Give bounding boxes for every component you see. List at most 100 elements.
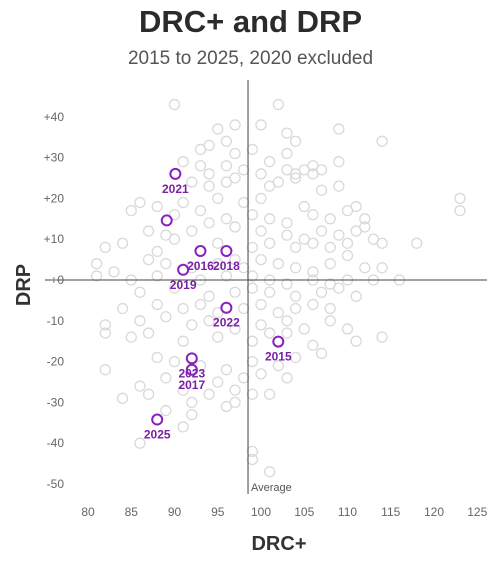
background-point	[177, 196, 189, 209]
background-point	[160, 311, 172, 323]
background-points	[91, 98, 466, 478]
background-point	[324, 258, 336, 270]
background-point	[212, 192, 224, 205]
y-tick-label: -40	[47, 436, 65, 450]
background-point	[255, 192, 267, 205]
background-point	[289, 135, 302, 147]
highlight-label: 2021	[162, 182, 189, 196]
background-point	[160, 372, 172, 384]
background-point	[168, 98, 181, 111]
chart-subtitle: 2015 to 2025, 2020 excluded	[127, 48, 374, 69]
x-tick-label: 120	[424, 505, 444, 519]
background-point	[125, 204, 137, 217]
background-point	[246, 209, 259, 221]
background-point	[272, 360, 284, 372]
background-point	[168, 282, 181, 294]
background-point	[255, 298, 267, 311]
background-point	[134, 437, 146, 449]
background-point	[160, 258, 172, 270]
background-point	[177, 302, 189, 315]
highlight-point	[151, 413, 164, 426]
background-point	[315, 225, 328, 237]
background-point	[263, 213, 276, 225]
highlight-label: 2015	[265, 350, 292, 364]
background-point	[281, 315, 293, 327]
background-point	[177, 384, 189, 396]
background-point	[151, 245, 163, 258]
y-tick-label: -10	[47, 314, 65, 328]
highlight-point	[220, 301, 233, 314]
background-point	[333, 156, 345, 168]
highlight-label: 2016	[187, 259, 214, 273]
background-point	[116, 302, 129, 315]
background-point	[220, 160, 233, 172]
background-point	[203, 290, 215, 302]
background-point	[238, 196, 250, 209]
background-point	[177, 156, 189, 168]
background-point	[376, 237, 388, 249]
background-point	[220, 135, 233, 147]
background-point	[151, 270, 163, 282]
background-point	[134, 196, 146, 209]
background-point	[134, 286, 146, 298]
background-point	[350, 225, 362, 237]
background-point	[186, 396, 198, 409]
background-point	[134, 315, 146, 327]
background-point	[203, 388, 215, 400]
background-point	[220, 364, 233, 376]
background-point	[324, 315, 336, 327]
background-point	[289, 241, 302, 254]
highlight-point	[177, 263, 190, 276]
highlight-point	[194, 245, 207, 258]
x-tick-label: 85	[125, 505, 139, 519]
highlight-point	[272, 335, 285, 348]
background-point	[315, 184, 328, 196]
background-point	[229, 396, 241, 409]
background-point	[324, 302, 336, 315]
background-point	[142, 253, 155, 266]
x-axis-title: DRC+	[251, 533, 306, 555]
background-point	[359, 213, 371, 225]
highlight-label: 2023	[178, 366, 205, 380]
background-point	[315, 164, 328, 176]
background-point	[298, 323, 310, 335]
chart-title: DRC+ and DRP	[138, 4, 363, 39]
background-point	[194, 160, 207, 172]
y-tick-label: +20	[44, 191, 65, 205]
y-tick-label: -30	[47, 395, 65, 409]
background-point	[307, 298, 319, 311]
background-point	[298, 200, 310, 213]
background-point	[238, 302, 250, 315]
background-point	[194, 204, 207, 217]
x-tick-label: 115	[381, 505, 400, 519]
background-point	[281, 147, 293, 160]
background-point	[229, 384, 241, 396]
background-point	[289, 351, 302, 364]
background-point	[263, 327, 276, 339]
background-point	[289, 262, 302, 274]
background-point	[229, 119, 241, 131]
highlight-point	[160, 214, 173, 227]
x-tick-label: 90	[168, 505, 182, 519]
y-tick-label: -50	[47, 477, 65, 491]
background-point	[203, 180, 215, 192]
background-point	[177, 335, 189, 347]
background-point	[281, 217, 293, 229]
background-point	[263, 388, 276, 400]
background-point	[281, 229, 293, 241]
background-point	[99, 241, 111, 254]
background-point	[125, 331, 137, 343]
background-point	[246, 335, 259, 347]
background-point	[203, 217, 215, 229]
background-point	[212, 331, 224, 343]
background-point	[229, 147, 241, 160]
background-point	[229, 286, 241, 298]
background-point	[272, 98, 284, 111]
highlight-point	[169, 167, 182, 180]
x-axis-ticks: 80 85 90 95 100 105 110 115 120 125	[81, 505, 487, 519]
background-point	[212, 258, 224, 270]
background-point	[186, 319, 198, 331]
x-tick-label: 80	[81, 505, 95, 519]
